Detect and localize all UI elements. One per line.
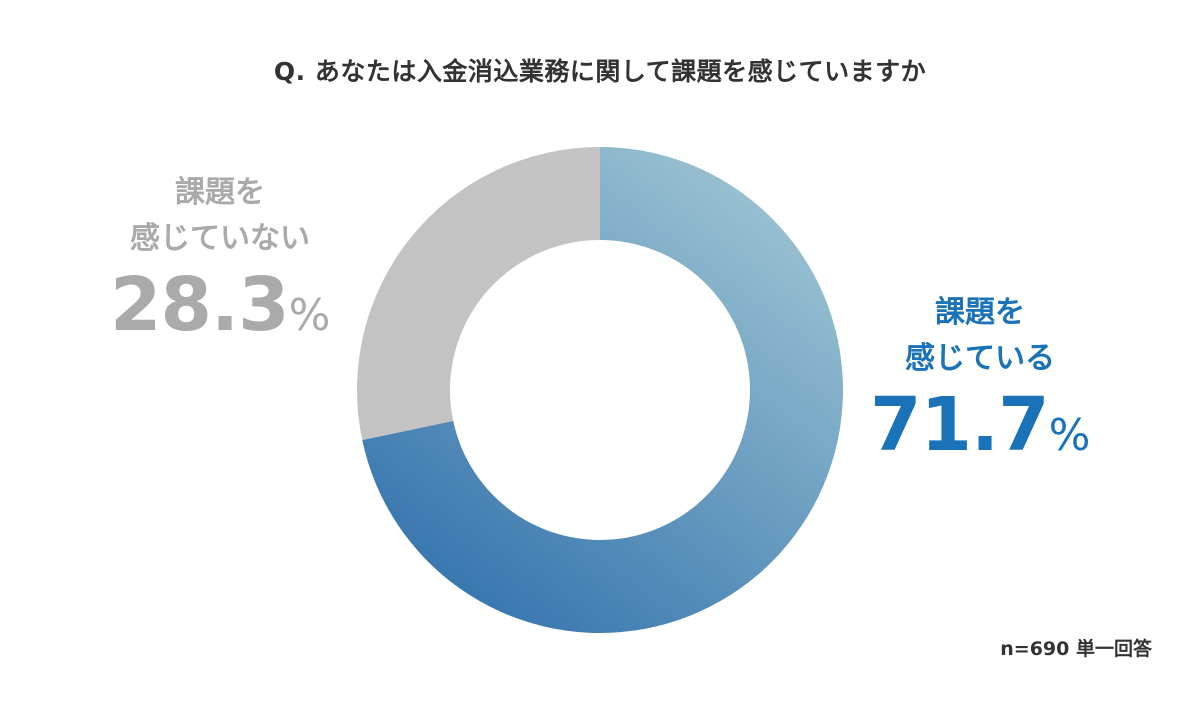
label-yes-value: 71.7 [870, 382, 1050, 468]
label-no-value: 28.3 [110, 262, 290, 348]
segment-yes [362, 147, 843, 633]
label-yes-unit: % [1048, 410, 1091, 461]
label-no-line2: 感じていない [130, 221, 310, 256]
segment-no [356, 147, 600, 441]
label-has-issue: 課題を 感じている 71.7% [870, 290, 1090, 462]
label-no-unit: % [288, 290, 331, 341]
label-yes-line1: 課題を [935, 295, 1025, 330]
chart-title: Q. あなたは入金消込業務に関して課題を感じていますか [273, 57, 927, 86]
sample-note: n=690 単一回答 [1000, 638, 1152, 660]
label-yes-line2: 感じている [905, 341, 1055, 376]
label-no-issue: 課題を 感じていない 28.3% [110, 170, 330, 342]
label-no-line1: 課題を [175, 175, 265, 210]
